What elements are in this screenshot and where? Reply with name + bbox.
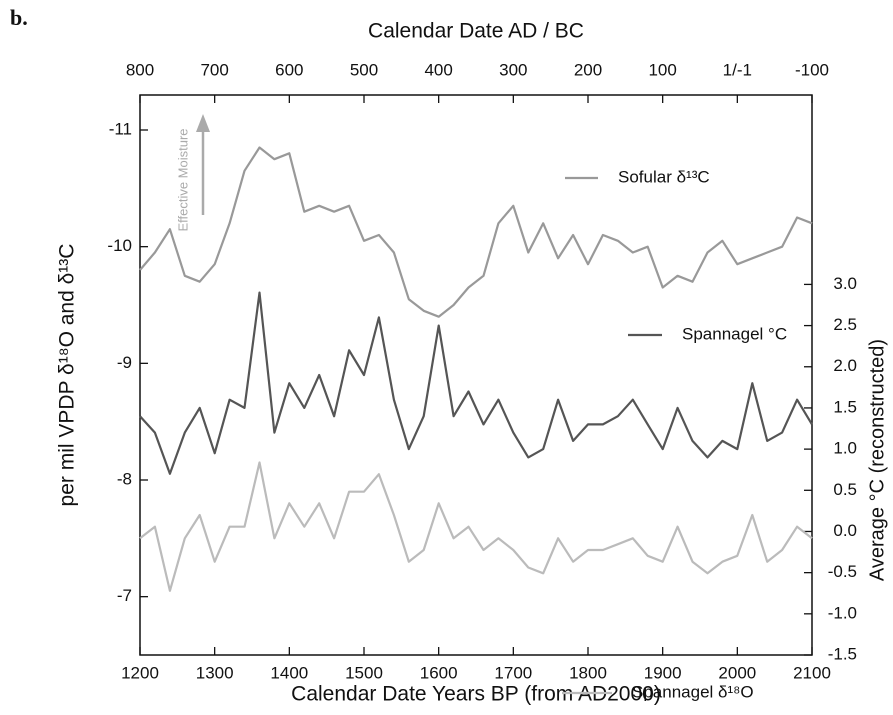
x-title: Calendar Date Years BP (from AD2000) xyxy=(291,683,661,706)
x-tick-label: 1700 xyxy=(494,663,532,682)
panel-label: b. xyxy=(10,5,28,30)
y2-tick-label: 2.0 xyxy=(833,356,857,375)
y2-title: Average °C (reconstructed) xyxy=(866,339,888,581)
annotation: Effective Moisture xyxy=(175,128,190,231)
x2-tick-label: -100 xyxy=(795,60,829,79)
x2-title: Calendar Date AD / BC xyxy=(368,20,584,43)
x2-tick-label: 100 xyxy=(648,60,676,79)
x-tick-label: 1200 xyxy=(121,663,159,682)
legend-label: Spannagel δ¹⁸O xyxy=(632,682,754,701)
x-tick-label: 1600 xyxy=(420,663,458,682)
legend-label: Sofular δ¹³C xyxy=(618,167,710,186)
plot-frame xyxy=(139,94,813,656)
x2-tick-label: 700 xyxy=(200,60,228,79)
y-tick-label: -11 xyxy=(109,119,132,138)
y2-tick-label: 1.0 xyxy=(833,439,857,458)
y2-tick-label: 0.5 xyxy=(833,480,857,499)
series-line xyxy=(139,146,813,318)
x-tick-label: 1400 xyxy=(270,663,308,682)
x-tick-label: 1800 xyxy=(569,663,607,682)
y-title: per mil VPDP δ¹⁸O and δ¹³C xyxy=(56,244,79,507)
y2-tick-label: 2.5 xyxy=(833,315,857,334)
x-tick-label: 1500 xyxy=(345,663,383,682)
x2-tick-label: 500 xyxy=(350,60,378,79)
y2-tick-label: 3.0 xyxy=(833,274,857,293)
y-tick-label: -8 xyxy=(117,469,132,488)
series-line xyxy=(139,461,813,592)
x2-tick-label: 300 xyxy=(499,60,527,79)
moisture-arrowhead xyxy=(196,114,210,132)
y2-tick-label: 1.5 xyxy=(833,397,857,416)
x-tick-label: 1900 xyxy=(644,663,682,682)
y2-tick-label: -1.5 xyxy=(828,644,857,663)
x-tick-label: 1300 xyxy=(196,663,234,682)
x-tick-label: 2100 xyxy=(793,663,831,682)
x2-tick-label: 200 xyxy=(574,60,602,79)
x-tick-label: 2000 xyxy=(718,663,756,682)
x2-tick-label: 1/-1 xyxy=(723,60,752,79)
y2-tick-label: 0.0 xyxy=(833,521,857,540)
x2-tick-label: 600 xyxy=(275,60,303,79)
x2-tick-label: 400 xyxy=(424,60,452,79)
x2-tick-label: 800 xyxy=(126,60,154,79)
y2-tick-label: -0.5 xyxy=(828,562,857,581)
series-line xyxy=(139,291,813,475)
legend-label: Spannagel °C xyxy=(682,324,787,343)
y-tick-label: -9 xyxy=(117,353,132,372)
y-tick-label: -7 xyxy=(117,586,132,605)
y-tick-label: -10 xyxy=(107,236,132,255)
y2-tick-label: -1.0 xyxy=(828,603,857,622)
